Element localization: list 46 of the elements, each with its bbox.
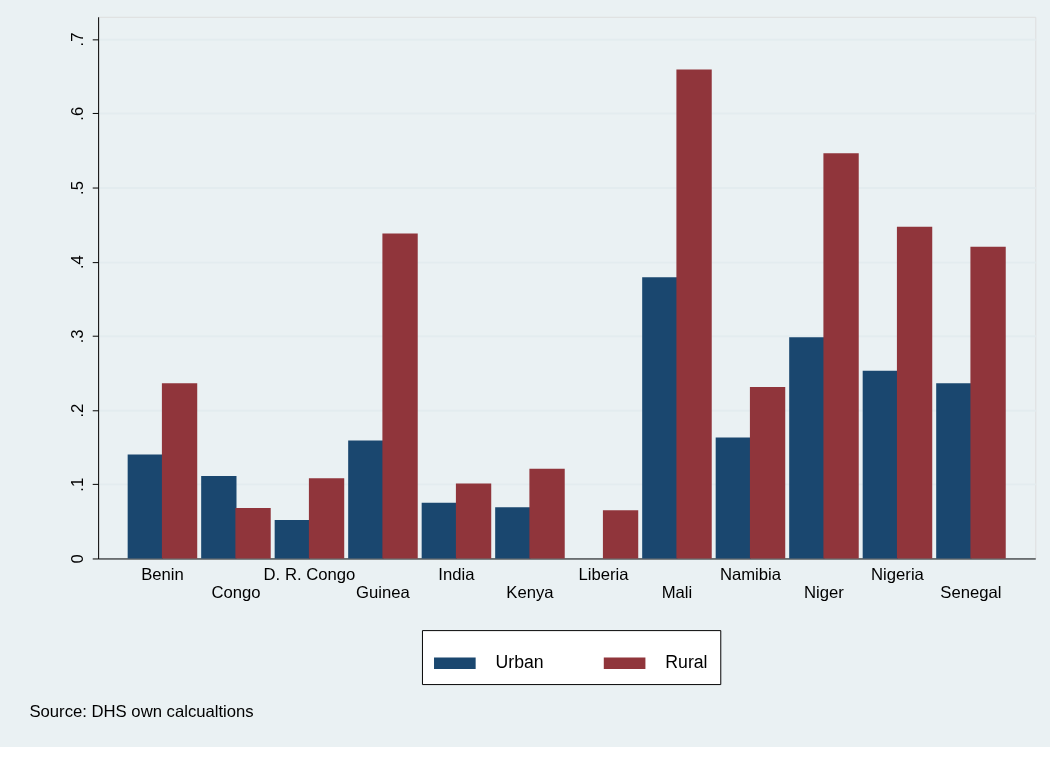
x-tick-label: Namibia [719, 564, 782, 584]
y-tick-label: .2 [67, 403, 87, 418]
bar [421, 502, 457, 559]
bar [642, 277, 678, 559]
bar [602, 510, 639, 559]
bar [789, 337, 825, 559]
legend-label: Urban [495, 652, 544, 673]
bar [308, 478, 345, 559]
bar [749, 387, 786, 559]
y-tick-label: .4 [67, 255, 87, 270]
bar [676, 69, 712, 559]
bar [235, 508, 271, 559]
x-tick-label: Congo [211, 583, 261, 603]
bar [348, 440, 384, 559]
y-tick-label: .3 [67, 329, 87, 344]
bar [127, 454, 163, 559]
bar [970, 246, 1006, 559]
bar [823, 153, 859, 559]
y-tick-label: .6 [67, 106, 87, 121]
source-note: Source: DHS own calcualtions [29, 701, 254, 721]
bar [896, 226, 933, 559]
x-tick-label: Nigeria [871, 564, 925, 584]
bar [455, 483, 492, 559]
bar [274, 519, 310, 559]
x-tick-label: Senegal [940, 583, 1002, 603]
y-tick-label: .1 [67, 477, 87, 492]
x-tick-label: India [438, 564, 476, 584]
x-tick-label: Kenya [506, 583, 555, 603]
bar [529, 468, 565, 559]
x-tick-label: Niger [804, 583, 845, 603]
bar [715, 437, 752, 559]
x-tick-label: Mali [661, 583, 693, 603]
x-tick-label: Benin [141, 564, 184, 584]
legend-label: Rural [665, 652, 708, 673]
y-tick-label: .5 [67, 181, 87, 195]
bar [495, 507, 531, 559]
x-tick-label: Guinea [356, 583, 411, 603]
bar [382, 233, 418, 559]
y-tick-label: .7 [67, 32, 87, 47]
bar [936, 383, 972, 559]
x-tick-label: Liberia [578, 564, 630, 584]
bar [862, 370, 899, 559]
x-tick-label: D. R. Congo [263, 564, 356, 584]
bar [201, 476, 237, 559]
bar [161, 383, 198, 559]
y-tick-label: 0 [67, 554, 87, 564]
